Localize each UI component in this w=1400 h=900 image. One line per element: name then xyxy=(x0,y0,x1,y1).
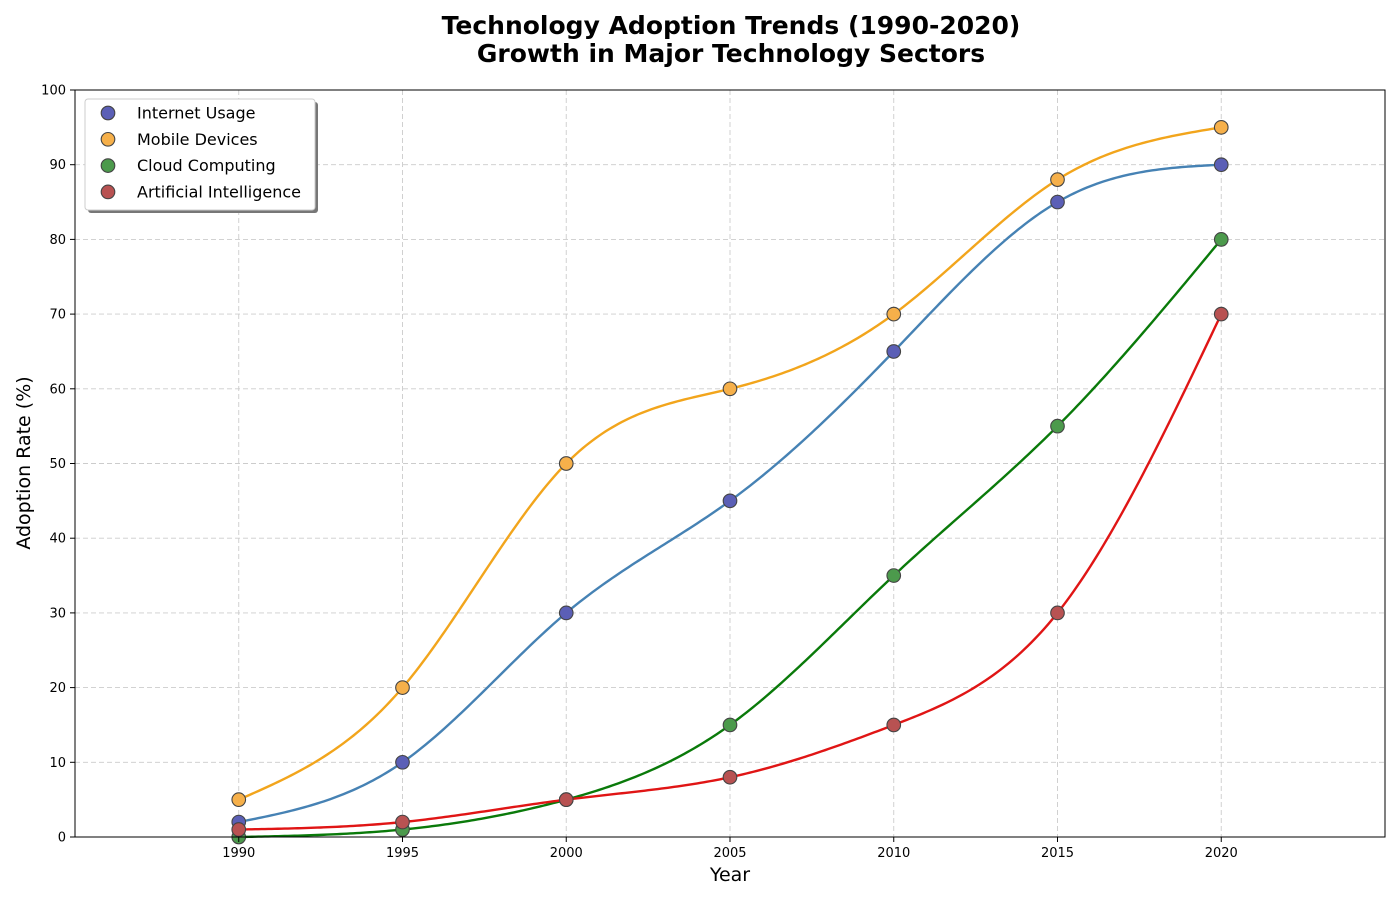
legend-label: Mobile Devices xyxy=(137,130,258,149)
data-point-artificial-intelligence xyxy=(1050,605,1065,621)
legend-marker-cloud-computing xyxy=(100,158,116,173)
y-tick-label: 70 xyxy=(49,308,66,323)
x-tick-label: 1995 xyxy=(386,846,419,861)
data-point-cloud-computing xyxy=(1050,418,1065,434)
y-tick-label: 90 xyxy=(49,158,66,173)
y-tick-label: 0 xyxy=(58,831,66,846)
x-tick-label: 2015 xyxy=(1041,846,1074,861)
legend-label: Artificial Intelligence xyxy=(137,182,301,201)
legend-label: Internet Usage xyxy=(137,104,255,123)
legend-marker-mobile-devices xyxy=(100,131,116,147)
y-tick-label: 100 xyxy=(41,84,66,99)
y-tick-label: 40 xyxy=(49,532,66,547)
x-tick-label: 2010 xyxy=(877,846,910,861)
data-point-cloud-computing xyxy=(722,717,738,733)
data-point-internet-usage xyxy=(886,344,902,359)
legend: Internet Usage Mobile Devices Cloud Comput… xyxy=(84,98,318,213)
legend-box xyxy=(84,98,316,211)
data-point-cloud-computing xyxy=(1213,232,1229,247)
data-point-mobile-devices xyxy=(1213,119,1229,135)
y-tick-label: 60 xyxy=(49,382,66,397)
y-axis-label: Adoption Rate (%) xyxy=(13,376,35,549)
data-point-internet-usage xyxy=(1050,194,1065,210)
data-point-mobile-devices xyxy=(722,381,738,397)
data-point-mobile-devices xyxy=(231,792,247,808)
y-tick-label: 30 xyxy=(49,606,66,621)
data-point-internet-usage xyxy=(1213,157,1229,173)
y-tick-label: 50 xyxy=(49,457,66,472)
data-point-mobile-devices xyxy=(558,456,574,471)
data-point-artificial-intelligence xyxy=(722,769,738,785)
legend-label: Cloud Computing xyxy=(137,156,276,175)
legend-marker-artificial-intelligence xyxy=(100,184,116,200)
x-tick-label: 2020 xyxy=(1205,846,1238,861)
data-point-internet-usage xyxy=(722,493,738,509)
series-markers xyxy=(231,119,1229,845)
y-axis-ticks: 0 10 20 30 40 50 60 70 80 90 100 xyxy=(41,84,75,846)
x-axis-label: Year xyxy=(709,864,750,886)
y-tick-label: 20 xyxy=(49,681,66,696)
data-point-artificial-intelligence xyxy=(231,822,247,837)
x-tick-label: 2000 xyxy=(550,846,583,861)
data-point-internet-usage xyxy=(558,605,574,621)
data-point-mobile-devices xyxy=(1050,172,1065,187)
data-point-mobile-devices xyxy=(886,306,902,322)
data-point-internet-usage xyxy=(395,754,410,770)
y-tick-label: 80 xyxy=(49,233,66,248)
data-point-artificial-intelligence xyxy=(1213,306,1229,322)
data-point-artificial-intelligence xyxy=(886,717,902,733)
data-point-artificial-intelligence xyxy=(395,814,410,830)
x-tick-label: 2005 xyxy=(713,846,746,861)
legend-marker-internet-usage xyxy=(100,105,116,121)
x-tick-label: 1990 xyxy=(222,846,255,861)
y-tick-label: 10 xyxy=(49,756,66,771)
data-point-cloud-computing xyxy=(886,568,902,583)
grid-lines xyxy=(75,90,1385,837)
data-point-mobile-devices xyxy=(395,680,410,695)
chart-subtitle: Growth in Major Technology Sectors xyxy=(477,39,985,68)
chart-title: Technology Adoption Trends (1990-2020) xyxy=(442,11,1021,40)
x-axis-ticks: 1990 1995 2000 2005 2010 2015 2020 xyxy=(222,837,1238,861)
data-point-artificial-intelligence xyxy=(558,792,574,808)
